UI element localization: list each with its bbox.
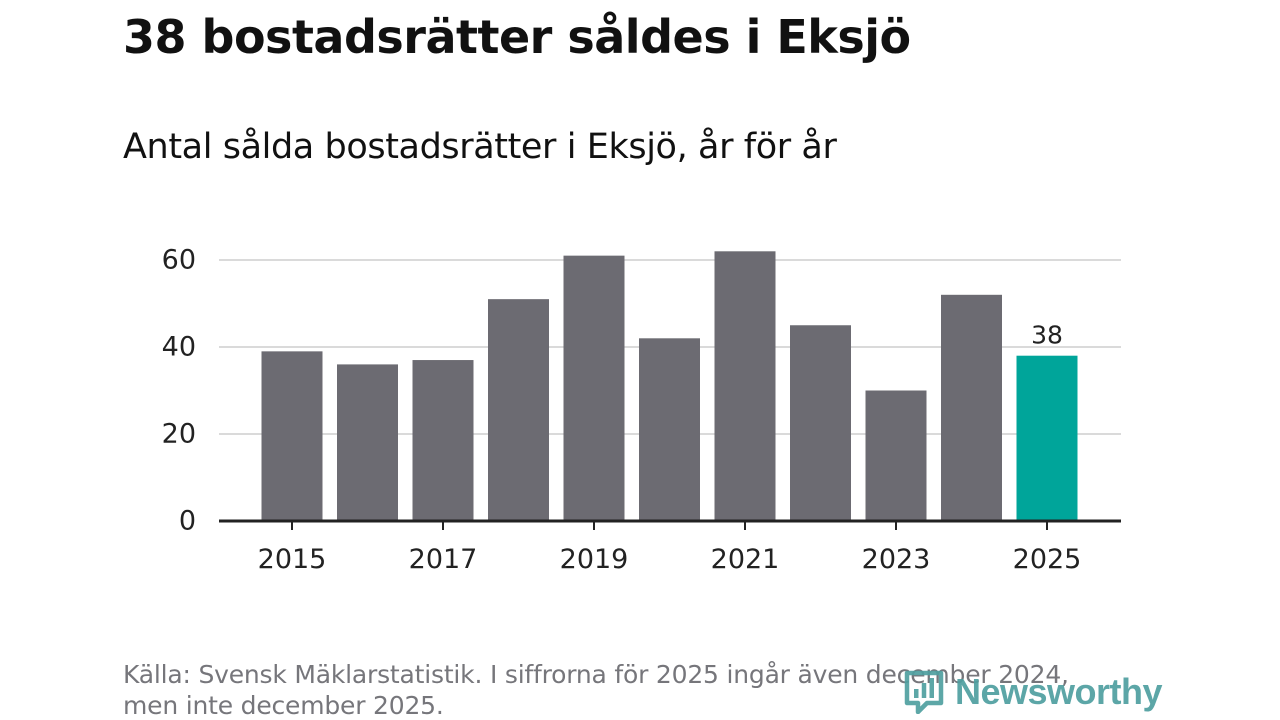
- bar-2017: [412, 360, 474, 521]
- bar-2023: [865, 390, 927, 521]
- newsworthy-logo: Newsworthy: [903, 670, 1163, 714]
- bar-2018: [488, 299, 549, 521]
- x-tick-label: 2015: [258, 544, 327, 575]
- x-tick-label: 2023: [862, 544, 931, 575]
- source-note: Källa: Svensk Mäklarstatistik. I siffror…: [123, 660, 1069, 720]
- bar-2015: [261, 351, 323, 521]
- bar-2020: [639, 338, 700, 521]
- bar-2019: [563, 255, 625, 521]
- x-tick-label: 2019: [560, 544, 629, 575]
- x-tick-label: 2017: [409, 544, 478, 575]
- data-label: 38: [1031, 321, 1063, 350]
- bar-2016: [337, 364, 398, 521]
- chart-subtitle: Antal sålda bostadsrätter i Eksjö, år fö…: [123, 127, 837, 167]
- y-tick-label: 20: [162, 419, 196, 450]
- bar-2025: [1016, 355, 1078, 521]
- newsworthy-logo-icon: [904, 670, 944, 714]
- axes: [219, 519, 1121, 530]
- chart-title: 38 bostadsrätter såldes i Eksjö: [123, 10, 911, 64]
- logo-text: Newsworthy: [955, 671, 1163, 712]
- bars: [261, 251, 1078, 522]
- bar-2024: [941, 294, 1002, 521]
- y-tick-label: 0: [179, 506, 196, 537]
- labels: 0 20 40 60 2015 2017 2019 2021 2023 2025 38: [162, 245, 1082, 576]
- bar-2021: [714, 251, 776, 522]
- bar-2022: [790, 325, 851, 521]
- y-tick-label: 60: [162, 245, 196, 276]
- x-tick-label: 2025: [1013, 544, 1082, 575]
- y-tick-label: 40: [162, 332, 196, 363]
- x-tick-label: 2021: [711, 544, 780, 575]
